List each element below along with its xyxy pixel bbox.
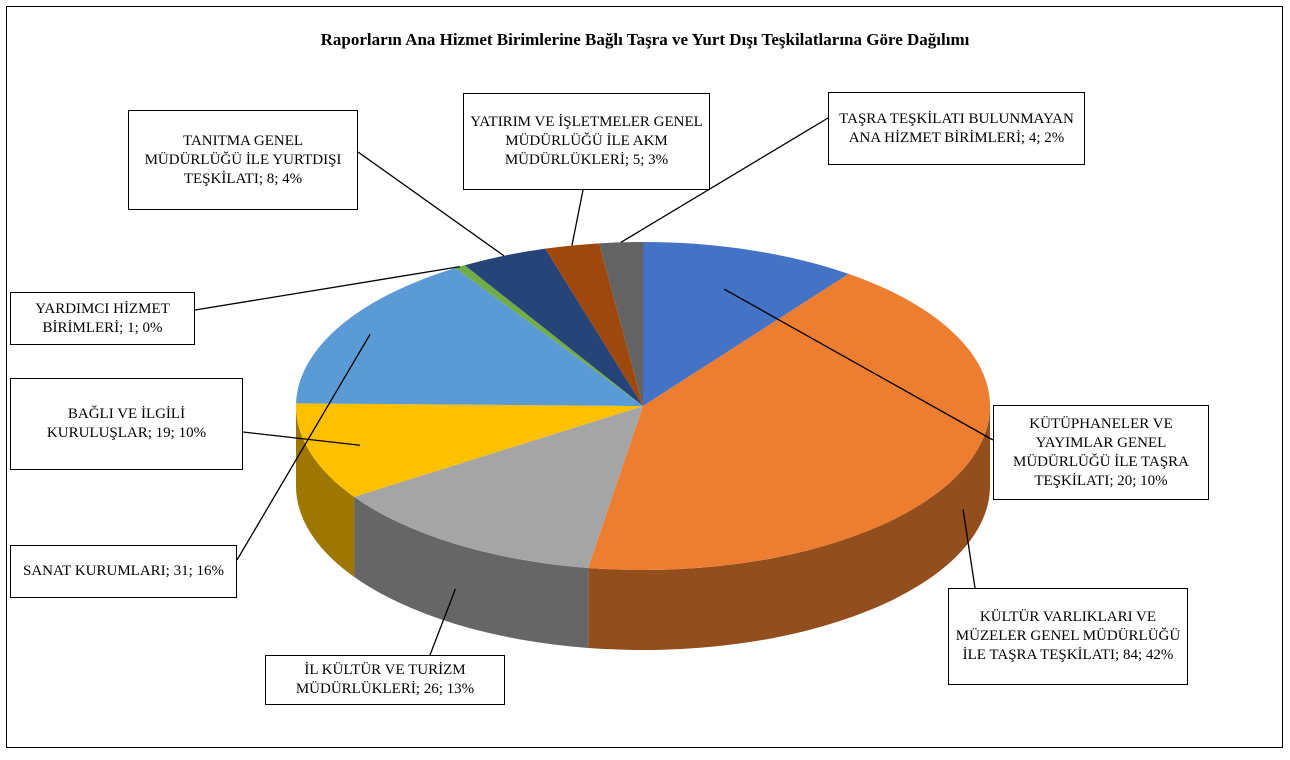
slice xyxy=(545,243,643,406)
data-label: YATIRIM VE İŞLETMELER GENEL MÜDÜRLÜĞÜ İL… xyxy=(463,93,710,190)
data-label: BAĞLI VE İLGİLİ KURULUŞLAR; 19; 10% xyxy=(10,378,243,470)
leader-line xyxy=(194,266,461,311)
slice-side xyxy=(354,496,589,648)
slice xyxy=(464,248,643,406)
slice-side xyxy=(588,406,990,651)
slice-side xyxy=(296,406,355,577)
slice xyxy=(455,265,643,406)
leader-line xyxy=(236,333,371,561)
slice xyxy=(296,403,643,497)
slice xyxy=(588,273,991,570)
leader-line xyxy=(429,588,457,656)
data-label: TANITMA GENEL MÜDÜRLÜĞÜ İLE YURTDIŞI TEŞ… xyxy=(128,110,358,210)
data-label: KÜTÜPHANELER VE YAYIMLAR GENEL MÜDÜRLÜĞÜ… xyxy=(993,405,1209,500)
slice xyxy=(296,268,643,406)
leader-line xyxy=(357,151,505,257)
leader-line xyxy=(723,288,994,441)
data-label: SANAT KURUMLARI; 31; 16% xyxy=(10,545,237,598)
data-label: YARDIMCI HİZMET BİRİMLERİ; 1; 0% xyxy=(10,292,195,345)
data-label: TAŞRA TEŞKİLATI BULUNMAYAN ANA HİZMET Bİ… xyxy=(828,92,1085,165)
data-label: KÜLTÜR VARLIKLARI VE MÜZELER GENEL MÜDÜR… xyxy=(948,588,1188,685)
leader-line xyxy=(571,189,584,246)
chart-border xyxy=(6,6,1283,748)
data-label: İL KÜLTÜR VE TURİZM MÜDÜRLÜKLERİ; 26; 13… xyxy=(265,655,505,705)
slice xyxy=(354,406,643,568)
leader-line xyxy=(242,431,361,446)
slice xyxy=(599,242,643,406)
leader-line xyxy=(620,117,829,243)
chart-title: Raporların Ana Hizmet Birimlerine Bağlı … xyxy=(320,30,970,49)
slice xyxy=(643,242,849,406)
leader-line xyxy=(962,509,976,589)
